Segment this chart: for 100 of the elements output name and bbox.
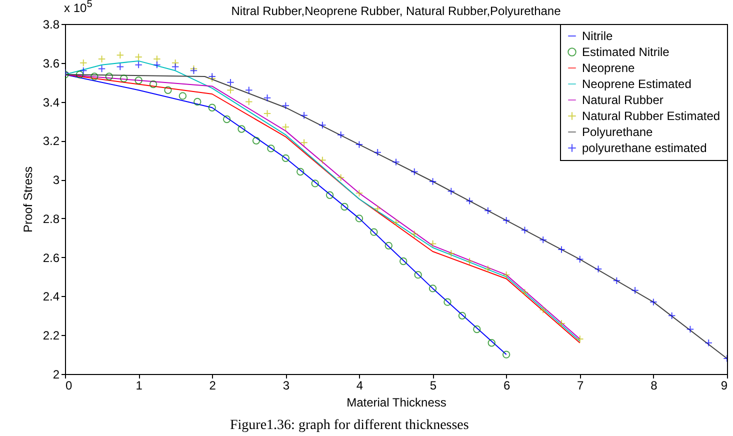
legend-label: Estimated Nitrile xyxy=(582,45,670,59)
text: x 10$^{5}$ xyxy=(64,0,92,15)
point xyxy=(98,64,106,73)
point xyxy=(410,168,418,176)
point xyxy=(447,250,456,258)
point xyxy=(282,123,290,131)
point xyxy=(466,257,474,266)
point xyxy=(558,320,566,328)
y-tick-label: 3.4 xyxy=(42,95,60,110)
point xyxy=(252,136,260,145)
point xyxy=(444,298,452,306)
x-tick-label: 9 xyxy=(720,378,728,392)
legend-label: polyurethane estimated xyxy=(582,141,707,155)
x-axis-title: Material Thickness xyxy=(346,396,446,410)
point xyxy=(631,286,639,294)
point xyxy=(300,138,308,146)
point xyxy=(296,168,304,176)
point xyxy=(318,156,326,164)
point xyxy=(171,62,180,71)
point xyxy=(484,206,492,215)
y-tick-label: 2.6 xyxy=(42,250,60,265)
point xyxy=(520,288,529,296)
y-tick-label: 2.8 xyxy=(42,212,60,226)
point xyxy=(558,246,566,254)
point xyxy=(502,216,510,224)
point xyxy=(76,70,84,78)
point xyxy=(370,228,378,236)
point xyxy=(263,94,272,102)
point xyxy=(336,174,345,182)
x-tick-label: 8 xyxy=(650,378,658,392)
point xyxy=(355,140,364,148)
point xyxy=(134,53,142,61)
point xyxy=(134,60,142,69)
legend-label: Natural Rubber Estimated xyxy=(582,109,720,123)
point xyxy=(153,55,161,63)
point xyxy=(245,98,253,106)
point xyxy=(594,265,602,273)
point xyxy=(374,204,382,213)
legend-label: Polyurethane xyxy=(582,125,654,139)
point xyxy=(149,80,158,88)
point xyxy=(355,189,364,198)
point xyxy=(116,51,124,59)
x-tick-label: 7 xyxy=(577,378,584,392)
point xyxy=(668,312,676,320)
point xyxy=(484,265,492,273)
point xyxy=(488,339,496,347)
legend-label: Nitrile xyxy=(582,29,613,43)
point xyxy=(267,144,275,152)
point xyxy=(502,270,510,279)
point xyxy=(282,102,290,110)
point xyxy=(384,242,392,250)
point xyxy=(245,86,253,94)
point xyxy=(105,72,113,80)
point xyxy=(226,86,234,94)
x-tick-label: 1 xyxy=(136,378,143,392)
point xyxy=(576,335,584,343)
point xyxy=(226,78,234,86)
point xyxy=(473,325,481,334)
chart-title: Nitral Rubber,Neoprene Rubber, Natural Rubber,Polyurethane xyxy=(231,4,562,18)
caption: Figure1.36: graph for different thicknesses xyxy=(230,418,469,434)
point xyxy=(392,158,400,166)
legend-label: Natural Rubber xyxy=(582,93,664,107)
point xyxy=(311,180,319,188)
point xyxy=(208,104,216,112)
point xyxy=(520,226,529,234)
y-axis-title: Proof Stress xyxy=(20,166,35,233)
point xyxy=(178,92,187,100)
point xyxy=(355,214,364,222)
point xyxy=(98,55,106,63)
y-tick-label: 3.2 xyxy=(42,134,60,148)
y-tick-label: 2.4 xyxy=(42,290,60,304)
point xyxy=(116,62,124,71)
point xyxy=(263,110,272,118)
point xyxy=(340,202,348,211)
point xyxy=(650,298,658,306)
point xyxy=(414,270,422,279)
point xyxy=(410,230,418,238)
point xyxy=(428,284,437,292)
point xyxy=(576,255,584,264)
point xyxy=(539,306,547,314)
point xyxy=(336,130,345,139)
y-tick-label: 2.2 xyxy=(42,328,60,343)
point xyxy=(502,350,510,358)
point xyxy=(153,60,161,69)
x-tick-label: 0 xyxy=(66,378,72,392)
point xyxy=(704,339,712,347)
point xyxy=(392,218,400,226)
point xyxy=(428,178,437,186)
point xyxy=(466,197,474,205)
legend-label: Neoprene xyxy=(582,61,636,75)
point xyxy=(374,148,382,156)
point xyxy=(222,115,231,124)
x-tick-label: 3 xyxy=(282,378,290,392)
y-tick-label: 2 xyxy=(52,368,60,382)
point xyxy=(458,312,466,320)
point xyxy=(400,257,408,266)
point xyxy=(194,98,202,106)
point xyxy=(134,76,142,84)
point xyxy=(120,74,128,82)
legend-label: Neoprene Estimated xyxy=(582,77,692,91)
